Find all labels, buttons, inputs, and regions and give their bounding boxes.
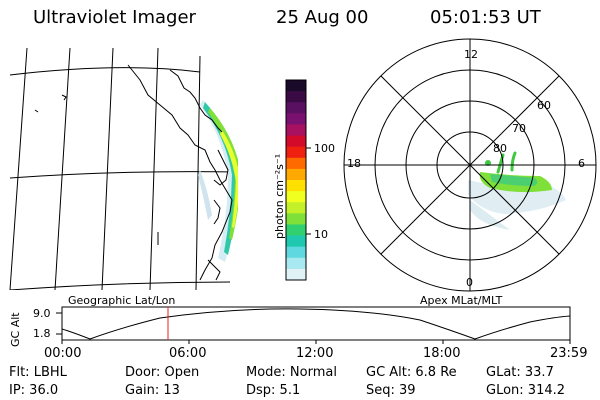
polar-aurora xyxy=(468,172,566,230)
gain-info: Gain: 13 xyxy=(125,383,180,398)
mlt-label-0: 0 xyxy=(466,276,473,289)
altitude-plot xyxy=(56,306,571,344)
mlt-label-6: 6 xyxy=(578,157,585,170)
gc-alt-info: GC Alt: 6.8 Re xyxy=(366,365,457,380)
filter-info: Flt: LBHL xyxy=(9,365,67,380)
coastline xyxy=(34,64,233,281)
colorbar-stripe xyxy=(286,213,306,225)
colorbar xyxy=(285,79,311,281)
mlat-label-70: 70 xyxy=(512,122,526,135)
colorbar-stripe xyxy=(286,202,306,214)
colorbar-stripe xyxy=(286,146,306,159)
longitude-lines xyxy=(9,47,201,290)
ip-info: IP: 36.0 xyxy=(9,383,59,398)
colorbar-stripe xyxy=(286,135,306,148)
colorbar-stripe xyxy=(286,180,306,192)
altitude-ylabel: GC Alt xyxy=(9,312,22,347)
colorbar-stripe xyxy=(286,224,306,237)
mlat-label-60: 60 xyxy=(537,99,551,112)
door-info: Door: Open xyxy=(125,365,200,380)
mlat-label-80: 80 xyxy=(493,142,507,155)
glat-info: GLat: 33.7 xyxy=(486,365,554,380)
x-tick-2359: 23:59 xyxy=(550,346,588,361)
colorbar-stripe xyxy=(286,80,306,92)
x-tick-1800: 18:00 xyxy=(423,346,461,361)
x-tick-0600: 06:00 xyxy=(169,346,207,361)
header-date: 25 Aug 00 xyxy=(276,7,369,28)
colorbar-stripe xyxy=(286,257,306,270)
colorbar-stripe xyxy=(286,102,306,114)
x-tick-0000: 00:00 xyxy=(44,346,82,361)
colorbar-stripe xyxy=(286,268,306,281)
left-panel-caption: Geographic Lat/Lon xyxy=(68,294,176,307)
altitude-ymin: 1.8 xyxy=(33,327,51,340)
mlt-label-18: 18 xyxy=(347,157,361,170)
colorbar-stripe xyxy=(286,113,306,125)
colorbar-stripe xyxy=(286,157,306,170)
app-title: Ultraviolet Imager xyxy=(33,7,196,28)
geographic-map xyxy=(9,47,238,290)
colorbar-tick-100: 100 xyxy=(314,142,335,155)
colorbar-stripe xyxy=(286,168,306,181)
colorbar-unit-label: photon cm⁻²s⁻¹ xyxy=(273,153,286,239)
dsp-info: Dsp: 5.1 xyxy=(246,383,301,398)
colorbar-tick-10: 10 xyxy=(314,228,328,241)
colorbar-stripe xyxy=(286,124,306,137)
colorbar-stripe xyxy=(286,91,306,103)
glon-info: GLon: 314.2 xyxy=(486,383,566,398)
latitude-lines xyxy=(9,67,238,290)
mode-info: Mode: Normal xyxy=(246,365,337,380)
colorbar-stripe xyxy=(286,246,306,259)
mlt-label-12: 12 xyxy=(464,48,478,61)
header-time: 05:01:53 UT xyxy=(430,7,541,28)
colorbar-stripe xyxy=(286,191,306,203)
x-tick-1200: 12:00 xyxy=(296,346,334,361)
seq-info: Seq: 39 xyxy=(366,383,416,398)
right-panel-caption: Apex MLat/MLT xyxy=(420,294,503,307)
polar-plot xyxy=(343,38,597,292)
aurora-oval xyxy=(198,100,238,262)
altitude-ymax: 9.0 xyxy=(33,307,51,320)
colorbar-stripe xyxy=(286,235,306,248)
